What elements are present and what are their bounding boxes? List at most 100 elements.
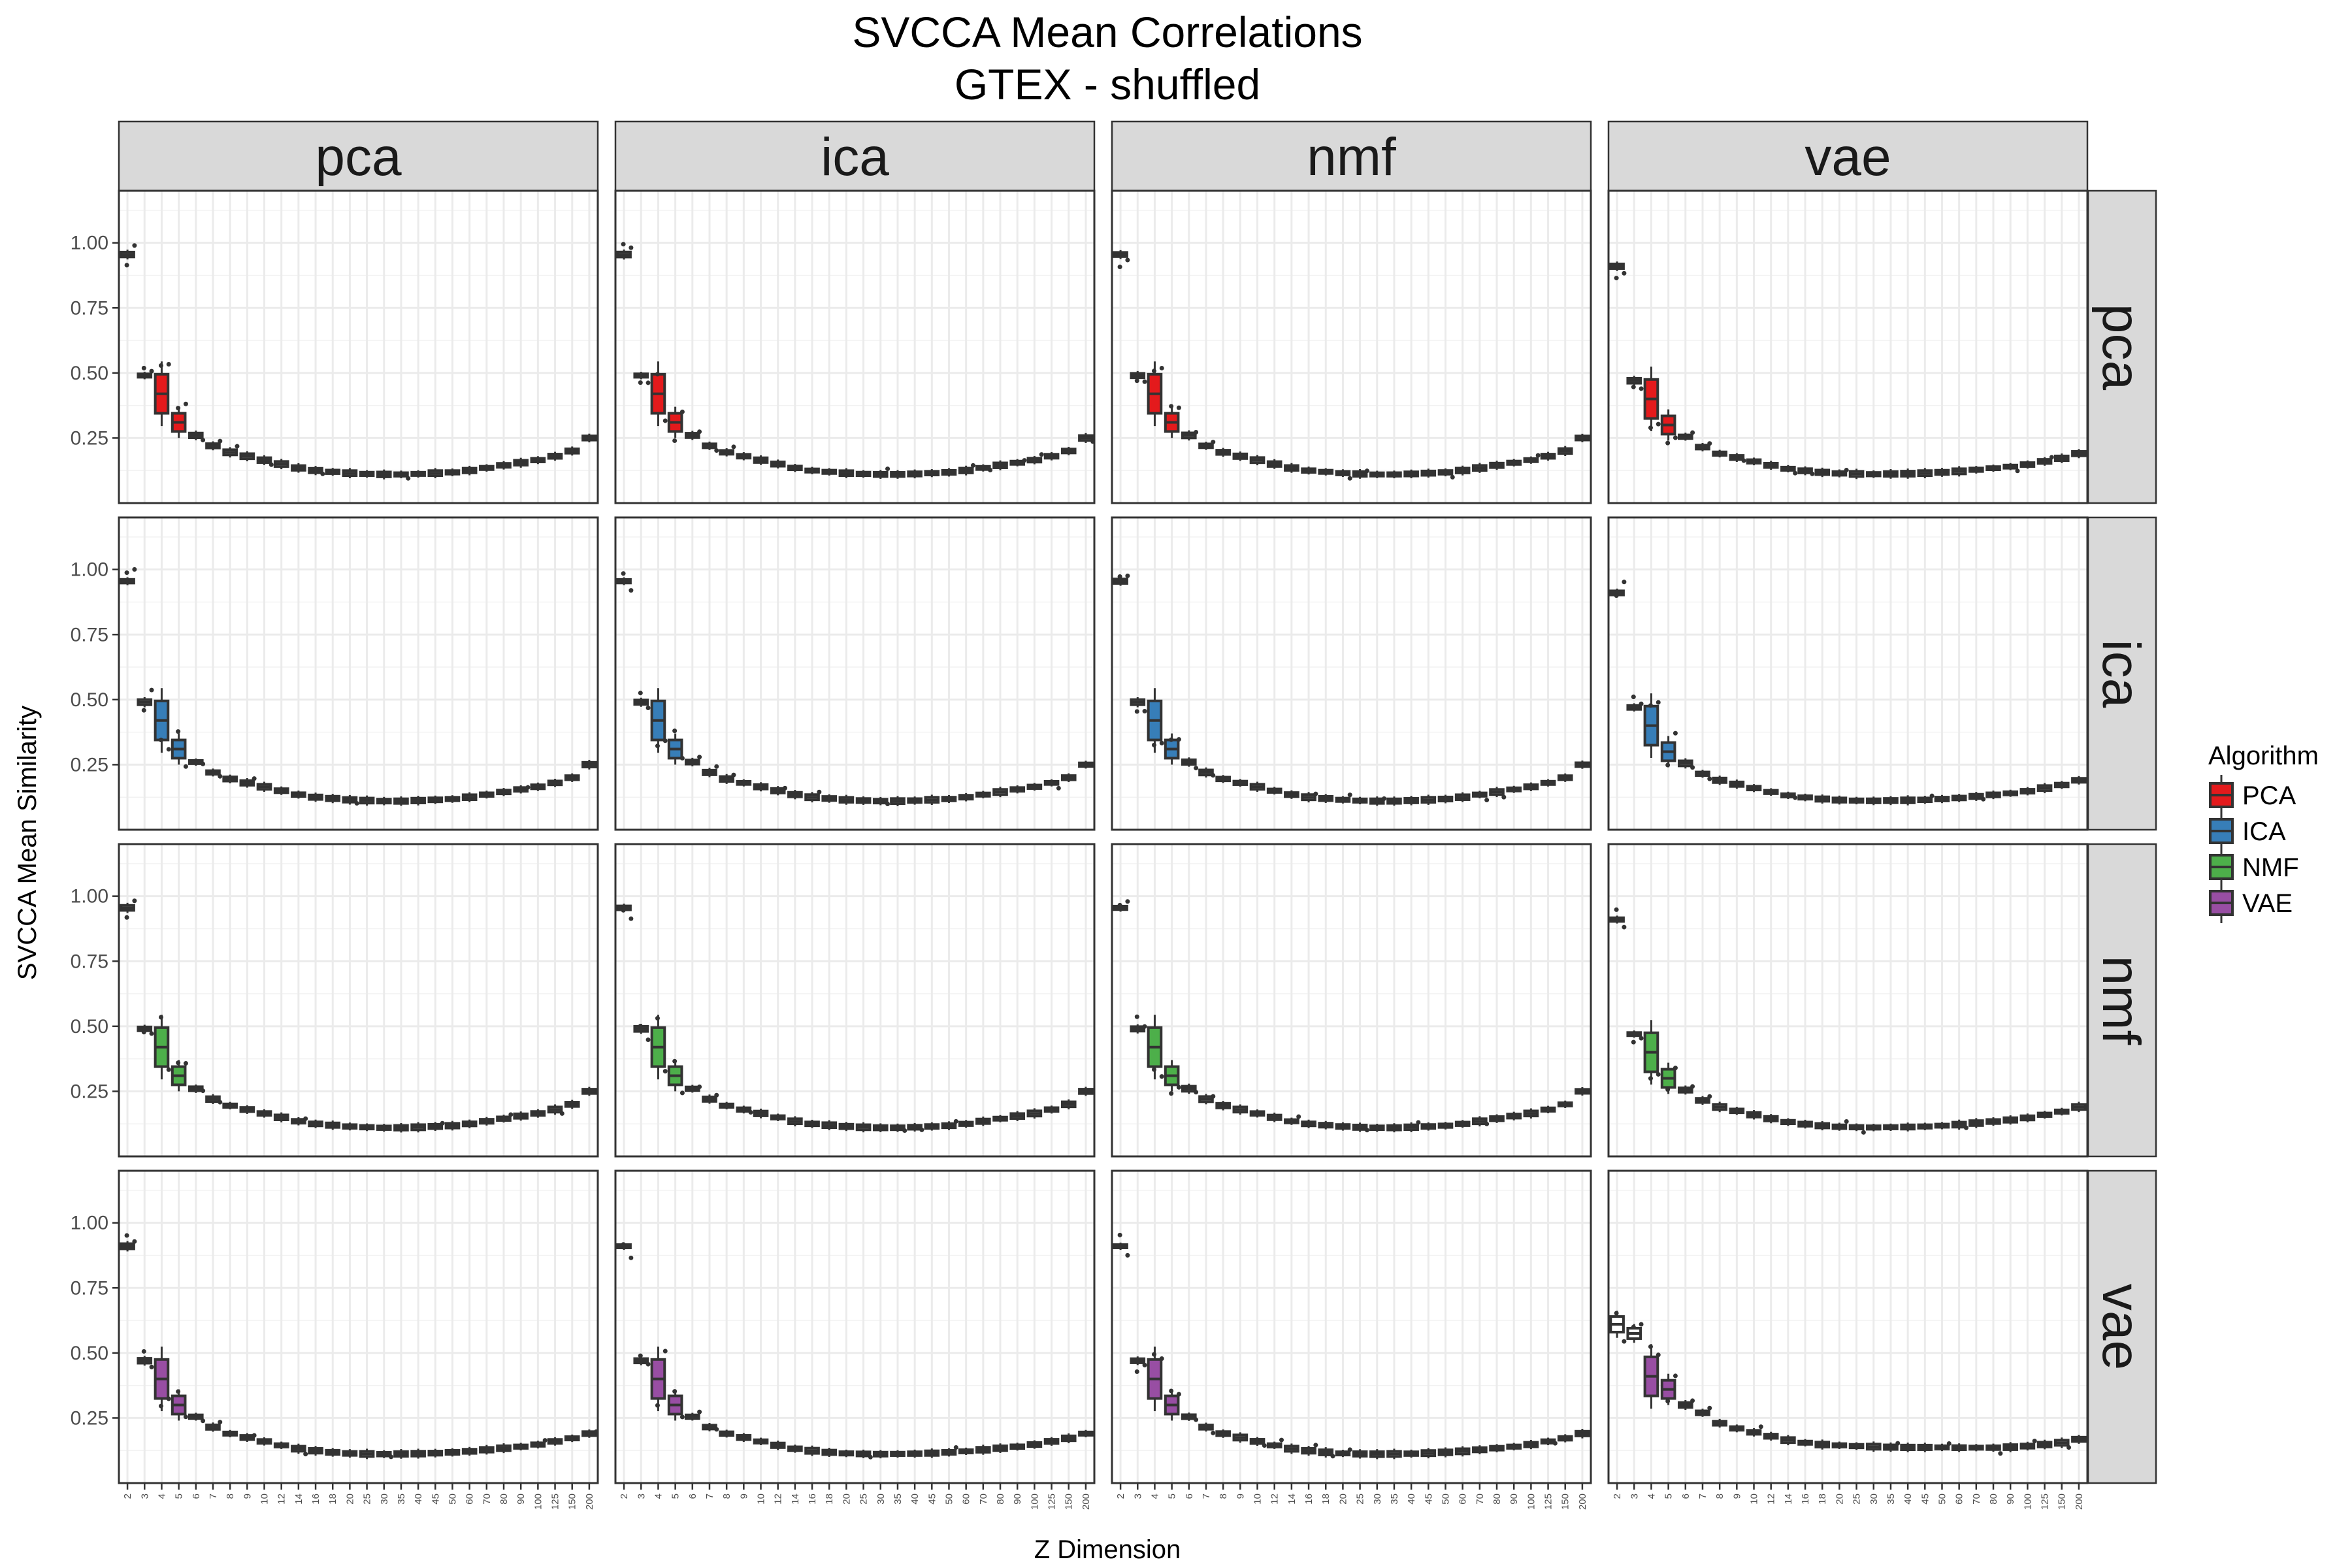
x-tick-label: 30: [1372, 1494, 1383, 1505]
x-tick-label: 20: [1834, 1494, 1845, 1505]
outlier-point: [1631, 384, 1636, 389]
y-tick-label: 0.25: [71, 427, 108, 449]
outlier-point: [662, 738, 668, 743]
x-tick-label: 5: [1167, 1494, 1178, 1499]
panel-border: [1111, 189, 1592, 504]
panel-nmf-ica: [615, 844, 1094, 1156]
outlier-point: [1690, 765, 1695, 770]
outlier-point: [1639, 1322, 1644, 1327]
outlier-point: [817, 789, 822, 794]
outlier-point: [201, 1418, 206, 1424]
outlier-point: [1022, 458, 1027, 463]
outlier-point: [655, 1403, 660, 1408]
strip-row-pca: [2087, 189, 2157, 504]
x-tick-label: 10: [756, 1494, 767, 1505]
outlier-point: [1142, 379, 1147, 384]
outlier-point: [1151, 742, 1156, 747]
outlier-point: [1981, 796, 1986, 802]
outlier-point: [988, 468, 993, 473]
x-tick-label: 18: [824, 1494, 835, 1505]
x-tick-label: 30: [1869, 1494, 1880, 1505]
outlier-point: [655, 372, 660, 377]
y-tick-label: 0.25: [71, 1407, 108, 1429]
outlier-point: [645, 1362, 651, 1367]
x-tick-label: 16: [1303, 1494, 1315, 1505]
y-tick-label: 1.00: [71, 886, 108, 907]
outlier-point: [1159, 740, 1164, 745]
outlier-point: [1707, 1094, 1712, 1099]
outlier-point: [1142, 1362, 1147, 1367]
outlier-point: [629, 588, 634, 593]
outlier-point: [303, 1116, 308, 1121]
strip-column-label-vae: vae: [1805, 127, 1891, 187]
x-tick-label: 5: [174, 1494, 185, 1499]
outlier-point: [1262, 1443, 1267, 1448]
outlier-point: [141, 708, 146, 713]
outlier-point: [1614, 1311, 1619, 1316]
outlier-point: [1665, 440, 1671, 446]
x-axis-title: Z Dimension: [1034, 1535, 1181, 1564]
outlier-point: [1142, 709, 1147, 714]
x-tick-label: 125: [2040, 1494, 2051, 1510]
x-tick-label: 80: [1492, 1494, 1503, 1505]
outlier-point: [252, 1433, 257, 1438]
outlier-point: [1211, 440, 1216, 445]
x-tick-label: 200: [1577, 1494, 1588, 1510]
outlier-point: [885, 466, 890, 472]
outlier-point: [1125, 1252, 1130, 1258]
panel-ica-nmf: [1112, 517, 1591, 830]
outlier-point: [1159, 1356, 1164, 1361]
outlier-point: [1648, 703, 1653, 708]
x-tick-label: 20: [841, 1494, 852, 1505]
strip-row-label-nmf: nmf: [2091, 956, 2151, 1045]
outlier-point: [201, 438, 206, 443]
outlier-point: [1946, 1441, 1952, 1446]
x-tick-label: 35: [892, 1494, 904, 1505]
outlier-point: [782, 785, 787, 791]
x-tick-label: 150: [567, 1494, 578, 1510]
outlier-point: [1690, 430, 1695, 435]
x-tick-label: 10: [1252, 1494, 1264, 1505]
x-tick-label: 12: [773, 1494, 784, 1505]
x-tick-label: 4: [653, 1494, 664, 1499]
outlier-point: [629, 245, 634, 250]
x-tick-label: 60: [1954, 1494, 1965, 1505]
outlier-point: [1844, 467, 1849, 472]
panel-ica-pca: [119, 517, 598, 830]
outlier-point: [1665, 1399, 1671, 1404]
outlier-point: [158, 363, 163, 368]
outlier-point: [141, 365, 146, 370]
outlier-point: [1631, 1039, 1636, 1045]
outlier-point: [1039, 452, 1044, 457]
x-tick-label: 4: [156, 1494, 167, 1499]
panel-pca-pca: [119, 191, 598, 503]
x-tick-label: 45: [926, 1494, 938, 1505]
outlier-point: [714, 1427, 719, 1432]
outlier-point: [1622, 1339, 1627, 1344]
outlier-point: [124, 1233, 129, 1238]
x-tick-label: 100: [2022, 1494, 2033, 1510]
panel-border: [1607, 843, 2089, 1158]
panel-border: [614, 1169, 1096, 1484]
outlier-point: [697, 429, 702, 434]
x-tick-label: 200: [2074, 1494, 2085, 1510]
outlier-point: [672, 728, 678, 734]
x-tick-label: 8: [1714, 1494, 1725, 1499]
x-tick-label: 200: [1081, 1494, 1092, 1510]
strip-column-pca: [118, 120, 599, 192]
outlier-point: [201, 1088, 206, 1094]
outlier-point: [1998, 1451, 2003, 1456]
x-tick-label: 40: [909, 1494, 921, 1505]
outlier-point: [1125, 257, 1130, 263]
outlier-point: [1673, 1066, 1678, 1071]
outlier-point: [1142, 1024, 1147, 1029]
outlier-point: [1347, 476, 1352, 481]
outlier-point: [679, 1090, 685, 1096]
x-tick-label: 7: [208, 1494, 219, 1499]
panel-pca-ica: [615, 191, 1094, 503]
outlier-point: [1690, 1084, 1695, 1089]
x-tick-label: 16: [807, 1494, 818, 1505]
outlier-point: [645, 380, 651, 385]
x-tick-label: 25: [858, 1494, 870, 1505]
outlier-point: [1296, 1114, 1301, 1119]
